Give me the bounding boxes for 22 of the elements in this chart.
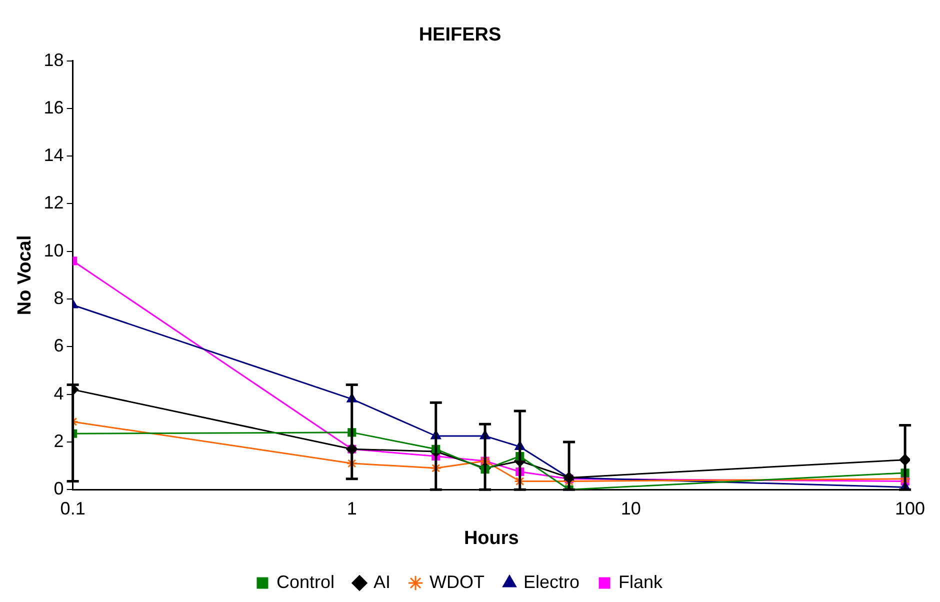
y-tick-label: 14 [44,145,64,166]
legend-label: Electro [523,572,580,592]
chart-title: HEIFERS [418,24,502,46]
legend-label: WDOT [430,572,484,592]
legend-label: Flank [618,572,664,592]
y-tick-label: 0 [54,478,64,499]
y-tick-label: 6 [54,336,64,356]
y-tick-label: 2 [54,430,64,451]
y-tick-label: 8 [54,288,64,308]
y-tick-label: 16 [44,97,64,118]
legend-label: AI [374,572,391,592]
x-tick-label: 1 [346,498,357,518]
x-tick-label: 0.1 [60,498,86,518]
x-axis-title: Hours [464,528,519,549]
x-tick-label: 10 [620,498,641,518]
y-tick-label: 10 [44,240,64,260]
y-tick-label: 12 [44,192,64,213]
y-tick-label: 18 [44,50,64,70]
legend-label: Control [276,572,335,592]
x-tick-label: 100 [894,498,926,518]
y-tick-label: 4 [54,383,64,404]
y-axis-title: No Vocal [14,235,36,316]
